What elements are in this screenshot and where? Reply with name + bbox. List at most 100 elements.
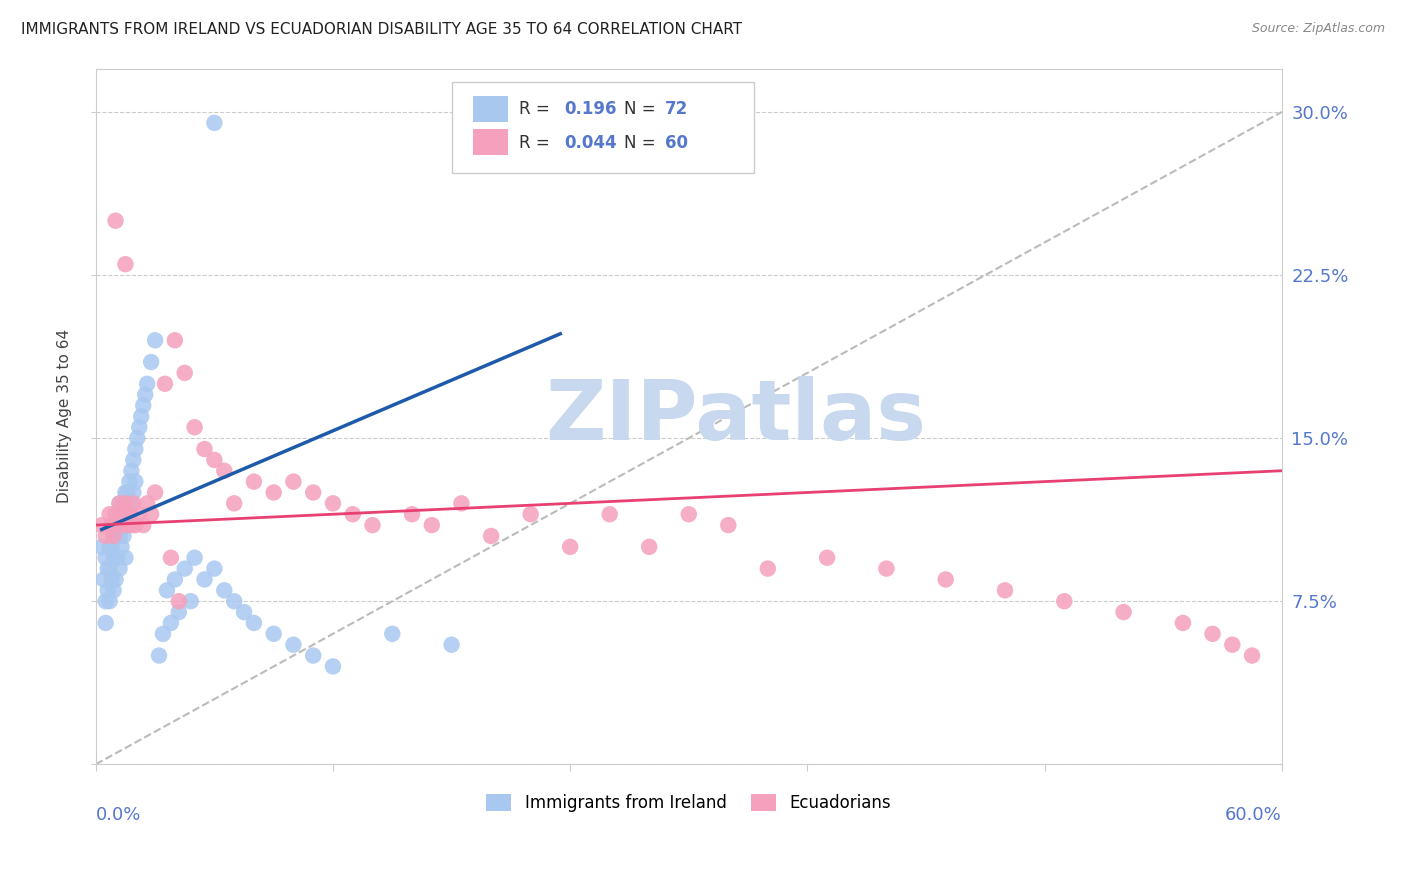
Point (108, 529, 131, 543)
Point (103, 529, 125, 543)
Point (143, 485, 166, 500)
Point (120, 518, 142, 533)
Point (132, 399, 155, 413)
Point (112, 529, 135, 543)
Point (100, 518, 122, 533)
Point (94, 615, 117, 630)
Point (322, 659, 344, 673)
Point (122, 453, 145, 467)
Text: ZIPatlas: ZIPatlas (546, 376, 927, 457)
Point (302, 485, 325, 500)
Point (112, 496, 135, 510)
Point (104, 507, 127, 521)
Point (108, 496, 131, 510)
Point (118, 475, 141, 489)
Point (243, 615, 266, 630)
Point (193, 442, 215, 456)
Text: N =: N = (623, 134, 661, 152)
Point (104, 550, 127, 565)
Point (450, 496, 472, 510)
Point (479, 529, 502, 543)
Point (118, 507, 141, 521)
Point (599, 507, 621, 521)
Point (152, 627, 174, 641)
Text: 0.0%: 0.0% (96, 806, 141, 824)
Text: IMMIGRANTS FROM IRELAND VS ECUADORIAN DISABILITY AGE 35 TO 64 CORRELATION CHART: IMMIGRANTS FROM IRELAND VS ECUADORIAN DI… (21, 22, 742, 37)
Point (202, 453, 225, 467)
Point (202, 561, 225, 575)
Point (136, 496, 159, 510)
Point (638, 540, 661, 554)
Point (1220, 638, 1243, 652)
Point (98, 507, 121, 521)
Point (148, 648, 170, 663)
Point (128, 420, 150, 434)
Point (100, 518, 122, 533)
Point (202, 116, 225, 130)
Point (193, 573, 215, 587)
Point (173, 561, 195, 575)
Point (114, 257, 136, 271)
Point (183, 420, 205, 434)
Point (94, 529, 117, 543)
Point (875, 561, 897, 575)
Point (114, 518, 136, 533)
Point (180, 594, 202, 608)
Point (112, 507, 135, 521)
Point (322, 496, 344, 510)
Point (103, 529, 125, 543)
Point (104, 573, 127, 587)
Point (98, 540, 121, 554)
Point (107, 550, 129, 565)
Text: N =: N = (623, 100, 661, 118)
Point (160, 615, 183, 630)
Bar (472, 95, 509, 122)
Point (90, 518, 112, 533)
Point (110, 518, 132, 533)
Point (994, 583, 1017, 598)
Point (104, 507, 127, 521)
Point (117, 518, 139, 533)
Text: R =: R = (519, 134, 555, 152)
Point (139, 355, 162, 369)
Point (120, 464, 142, 478)
Point (183, 550, 205, 565)
Point (815, 550, 838, 565)
Point (98, 561, 121, 575)
Text: 72: 72 (665, 100, 689, 118)
Point (93, 573, 115, 587)
Point (173, 366, 195, 380)
Point (124, 475, 146, 489)
Point (233, 605, 256, 619)
Point (134, 387, 156, 401)
Point (167, 594, 190, 608)
Point (104, 529, 127, 543)
Legend: Immigrants from Ireland, Ecuadorians: Immigrants from Ireland, Ecuadorians (479, 787, 898, 819)
Point (1053, 594, 1076, 608)
Text: 0.044: 0.044 (564, 134, 617, 152)
Point (114, 496, 136, 510)
Point (1201, 627, 1223, 641)
Point (114, 550, 136, 565)
Point (163, 573, 186, 587)
Text: Source: ZipAtlas.com: Source: ZipAtlas.com (1251, 22, 1385, 36)
Point (103, 550, 125, 565)
Point (117, 518, 139, 533)
Point (108, 561, 131, 575)
Point (560, 540, 582, 554)
Point (302, 648, 325, 663)
Point (167, 605, 190, 619)
Point (100, 573, 122, 587)
Text: 60.0%: 60.0% (1225, 806, 1282, 824)
Point (129, 409, 152, 424)
Point (243, 475, 266, 489)
Point (100, 540, 122, 554)
Point (361, 518, 384, 533)
Point (678, 507, 700, 521)
Point (156, 583, 179, 598)
Point (107, 518, 129, 533)
Point (120, 496, 142, 510)
Point (717, 518, 740, 533)
Point (519, 507, 541, 521)
Point (381, 627, 404, 641)
